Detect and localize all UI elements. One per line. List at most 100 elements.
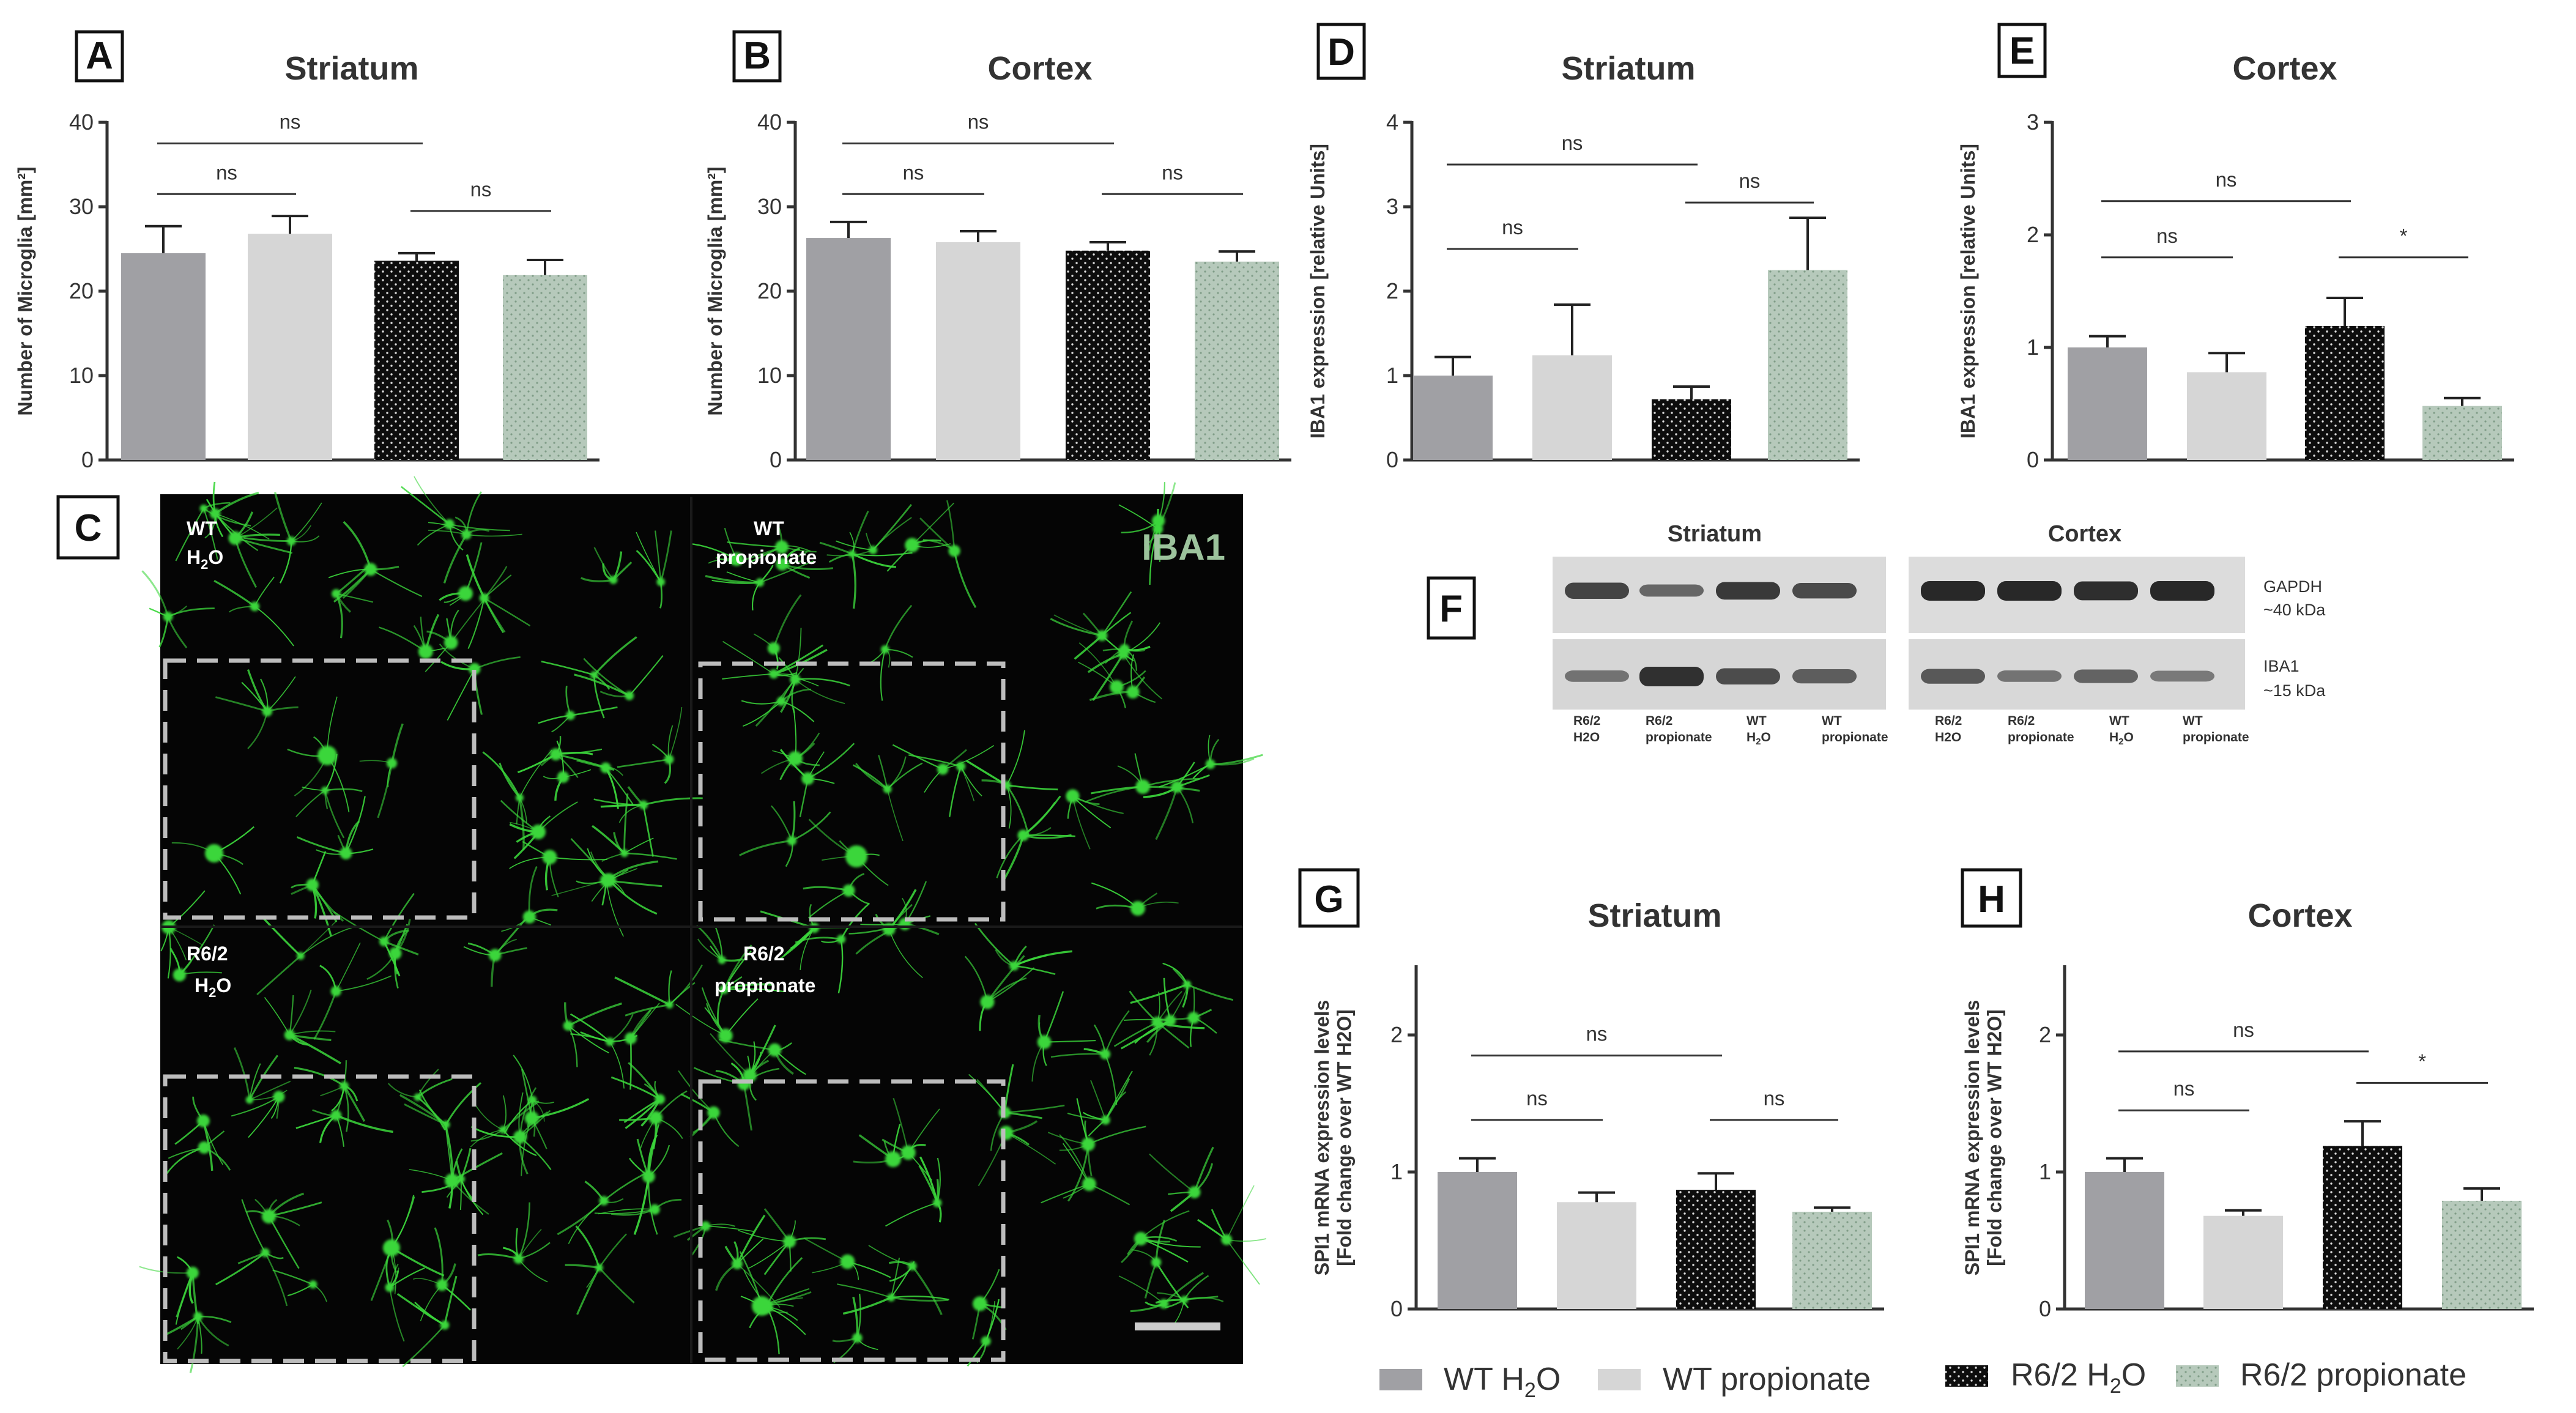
legend-item-wt-propionate: WT propionate [1598, 1362, 1871, 1397]
lane-label: R6/2 [1573, 714, 1600, 728]
microglia-cell [500, 799, 578, 859]
panel-letter-e: E [2010, 30, 2035, 72]
y-tick-label: 0 [81, 447, 94, 472]
blot-band-gapdh [1565, 582, 1629, 599]
blot-band-gapdh [1997, 581, 2062, 601]
significance-label: ns [2156, 224, 2178, 247]
y-axis-label-a: Number of Microglia [mm²] [14, 166, 36, 415]
blot-band-gapdh [1921, 581, 1985, 601]
bar-r62-propionate [1768, 270, 1847, 460]
y-tick-label: 1 [2027, 335, 2039, 360]
bar-wt-propionate [1532, 355, 1612, 460]
bar-wt-h2o [121, 253, 206, 460]
blot-title-striatum: Striatum [1668, 521, 1762, 547]
marker-size-gapdh: ~40 kDa [2263, 601, 2326, 619]
panel-letter-box-e [1997, 23, 2047, 78]
microglia-cell [673, 1221, 754, 1256]
microglia-cell [477, 1202, 551, 1283]
panel-letter-d: D [1327, 31, 1355, 73]
microglia-cell [482, 749, 552, 850]
microglia-cell [538, 685, 618, 733]
microglia-cell [359, 723, 404, 818]
microglia-cell [738, 801, 831, 867]
bar-r62-h2o [1652, 399, 1731, 460]
y-tick-label: 10 [69, 363, 94, 388]
microglia-cell [611, 1062, 666, 1129]
lane-labels-cortex: R6/2 H2O R6/2 propionate WT H2O WT propi… [1935, 714, 2249, 747]
microglia-cell [886, 502, 954, 572]
chart-title-h: Cortex [2248, 897, 2352, 934]
microglia-cell [832, 1293, 878, 1363]
microglia-cell [779, 743, 855, 817]
microglia-cell [256, 918, 352, 996]
zoom-box-r62-propionate [698, 1079, 1006, 1362]
bar-chart-panel-h: H Cortex SPI1 mRNA expression levels[Fold … [1961, 868, 2534, 1321]
significance-label: ns [1502, 216, 1523, 239]
y-axis-label-h: SPI1 mRNA expression levels[Fold change … [1961, 1000, 2006, 1276]
microglia-cell [370, 1195, 445, 1301]
bar-wt-h2o [2068, 347, 2147, 460]
bar-wt-propionate [936, 242, 1020, 460]
y-tick-label: 2 [1390, 1022, 1403, 1047]
microglia-cell [738, 1208, 826, 1275]
microglia-cell [1031, 991, 1096, 1082]
panel-letter-b: B [743, 35, 771, 77]
microglia-cell [1143, 762, 1210, 840]
microglia-cell [760, 708, 820, 781]
microglia-cell [517, 736, 615, 779]
y-axis-label-g: SPI1 mRNA expression levels[Fold change … [1311, 1000, 1356, 1276]
microglia-cell [1197, 1185, 1267, 1285]
quadrant-label-r62-propionate-line2: propionate [715, 974, 815, 996]
microglia-cell [1050, 591, 1134, 662]
microglia-cell [215, 669, 299, 749]
bar-chart-panel-a: A Striatum Number of Microglia [mm²] 0 10 20 3… [14, 30, 599, 472]
microglia-cell [501, 866, 558, 932]
microglia-cell [160, 890, 206, 979]
blot-band-iba1 [2150, 670, 2214, 682]
microglia-cell [413, 1227, 472, 1321]
lane-label: propionate [1822, 730, 1888, 744]
lane-label: H2O [1746, 730, 1771, 747]
microglia-cell [294, 1067, 366, 1132]
significance-label: ns [968, 111, 989, 133]
chart-title-g: Striatum [1587, 897, 1721, 934]
quadrant-label-wt-propionate-line1: WT [754, 517, 784, 540]
significance-label: ns [2216, 168, 2237, 191]
y-tick-label: 20 [69, 278, 94, 303]
blot-band-iba1 [1565, 670, 1629, 682]
lane-label: R6/2 [2008, 714, 2035, 728]
legend-swatch-r62-propionate [2176, 1365, 2219, 1387]
legend-label-r62-propionate: R6/2 propionate [2240, 1357, 2467, 1393]
panel-letter-g: G [1314, 878, 1343, 921]
microglia-cell [297, 796, 374, 859]
microglia-cell [1047, 1098, 1146, 1202]
lane-label: WT [1822, 714, 1842, 728]
microglia-cell [739, 1251, 812, 1321]
panel-letter-f: F [1439, 588, 1463, 630]
microglia-cell [870, 604, 913, 701]
microglia-cell [570, 838, 658, 915]
y-tick-label: 30 [69, 194, 94, 219]
microglia-cell [776, 547, 833, 579]
y-tick-label: 30 [757, 194, 782, 219]
microglia-cell [169, 924, 222, 982]
legend-swatch-wt-h2o [1379, 1369, 1422, 1390]
microglia-cell [141, 570, 215, 648]
microglia-cell [892, 744, 995, 793]
y-tick-label: 3 [1386, 194, 1398, 219]
panel-letter-c: C [75, 507, 102, 549]
legend-item-r62-propionate: R6/2 propionate [2176, 1357, 2467, 1393]
microglia-cell [428, 491, 522, 584]
legend-item-r62-h2o: R6/2 H2O [1945, 1357, 2146, 1398]
chart-title-e: Cortex [2232, 50, 2337, 87]
microglia-cell [617, 706, 683, 784]
bar-r62-h2o [2305, 326, 2385, 460]
legend-label-wt-h2o: WT H2O [1444, 1362, 1561, 1402]
quadrant-label-wt-h2o-line1: WT [187, 517, 217, 540]
microglia-cell [509, 840, 607, 898]
bar-wt-h2o [1413, 376, 1493, 460]
bar-wt-propionate [1557, 1202, 1636, 1309]
microglia-cell [967, 1299, 1000, 1367]
blot-band-iba1 [2074, 669, 2138, 683]
significance-label: ns [1764, 1087, 1785, 1110]
